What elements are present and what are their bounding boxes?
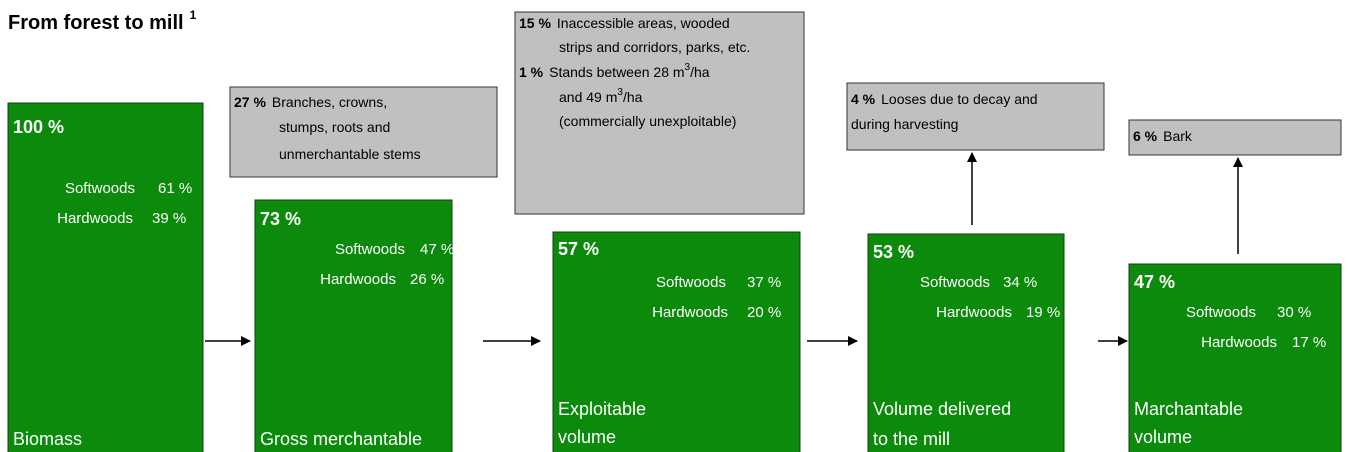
loss-text: and 49 m [559,89,617,105]
loss-box [1128,119,1342,156]
loss-note: 15 % Inaccessible areas, wooded strips and… [514,11,805,215]
stage-percent: 73 % [260,209,301,229]
species-name: Hardwoods [1201,334,1277,351]
stage-percent: 57 % [558,239,599,259]
stage: 57 % Softwoods 37 % Hardwoods 20 % Exploitabl… [552,231,801,452]
superscript: 3 [617,87,623,98]
loss-text: Looses due to decay and [881,91,1037,107]
species-name: Softwoods [65,180,135,197]
species-name: Softwoods [1186,304,1256,321]
loss-line: unmerchantable stems [279,146,421,162]
stage-label: Exploitable [558,399,646,419]
species-value: 39 % [152,210,186,227]
species-name: Softwoods [920,274,990,291]
loss-box [514,11,805,215]
species-value: 20 % [747,304,781,321]
loss-text: (commercially unexploitable) [559,113,736,129]
loss-text: Bark [1163,128,1193,144]
species-value: 26 % [410,271,444,288]
species-name: Hardwoods [652,304,728,321]
stage: 53 % Softwoods 34 % Hardwoods 19 % Volume del… [867,233,1065,452]
stage: 100 % Softwoods 61 % Hardwoods 39 % Biomass [7,102,204,452]
stage-percent: 100 % [13,117,64,137]
stage-box [552,231,801,452]
stage-label: Volume delivered [873,399,1011,419]
species-value: 37 % [747,274,781,291]
species-value: 30 % [1277,304,1311,321]
loss-note: 27 % Branches, crowns, stumps, roots and un… [229,86,498,178]
species-name: Softwoods [656,274,726,291]
arrows [205,152,1243,346]
stage-box [1128,263,1342,452]
species-name: Softwoods [335,241,405,258]
species-value: 47 % [420,241,454,258]
stage-box [254,199,453,452]
stage: 73 % Softwoods 47 % Hardwoods 26 % Gross merc… [254,199,454,452]
loss-percent: 15 % [519,15,551,31]
stage-label: Marchantable [1134,399,1243,419]
loss-line: 1 % Stands between 28 m3/ha [519,62,710,80]
loss-note: 6 % Bark [1128,119,1342,156]
loss-line: strips and corridors, parks, etc. [559,39,750,55]
loss-text: stumps, roots and [279,119,390,135]
loss-percent: 6 % [1133,128,1158,144]
species-value: 34 % [1003,274,1037,291]
loss-line: (commercially unexploitable) [559,113,736,129]
stage-box [7,102,204,452]
loss-line: 4 % Looses due to decay and [851,91,1038,107]
superscript: 3 [685,62,691,73]
loss-line: 15 % Inaccessible areas, wooded [519,15,730,31]
stage-label: Gross merchantable [260,429,422,449]
title-text: From forest to mill [8,12,184,34]
stage-percent: 47 % [1134,272,1175,292]
loss-line: 27 % Branches, crowns, [234,94,387,110]
title: From forest to mill 1 [8,8,197,34]
loss-percent: 4 % [851,91,876,107]
loss-line: stumps, roots and [279,119,390,135]
species-name: Hardwoods [57,210,133,227]
loss-note: 4 % Looses due to decay and during harvest… [846,82,1105,151]
stage: 47 % Softwoods 30 %Hardwoods 17 % Marchantab… [1128,263,1342,452]
loss-text: Branches, crowns, [272,94,387,110]
loss-line: during harvesting [851,116,958,132]
stage-label: volume [558,427,616,447]
species-value: 17 % [1292,334,1326,351]
species-value: 61 % [158,180,192,197]
species-value: 19 % [1026,304,1060,321]
stage-percent: 53 % [873,242,914,262]
loss-percent: 27 % [234,94,266,110]
loss-percent: 1 % [519,64,544,80]
title-note: 1 [190,8,197,22]
loss-text: /ha [690,64,710,80]
loss-text: Inaccessible areas, wooded [557,15,730,31]
loss-box [229,86,498,178]
loss-text: strips and corridors, parks, etc. [559,39,750,55]
loss-line: and 49 m3/ha [559,87,643,105]
species-name: Hardwoods [936,304,1012,321]
stage-label: volume [1134,427,1192,447]
loss-text: Stands between 28 m [549,64,684,80]
stage-box [867,233,1065,452]
species-name: Hardwoods [320,271,396,288]
loss-text: /ha [623,89,643,105]
loss-text: during harvesting [851,116,958,132]
loss-line: 6 % Bark [1133,128,1193,144]
stage-label: to the mill [873,429,950,449]
stage-label: Biomass [13,429,82,449]
loss-text: unmerchantable stems [279,146,421,162]
loss-box [846,82,1105,151]
